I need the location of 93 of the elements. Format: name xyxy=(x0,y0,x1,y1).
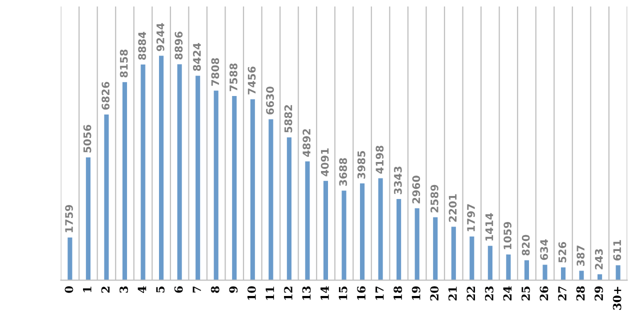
data-label: 634 xyxy=(540,239,548,260)
x-tick-label: 25 xyxy=(522,286,530,300)
x-tick-label: 4 xyxy=(138,286,146,293)
data-label: 6630 xyxy=(266,86,274,114)
data-label: 611 xyxy=(613,240,622,260)
bar xyxy=(286,137,292,280)
data-label: 820 xyxy=(522,234,530,256)
x-tick-label: 30+ xyxy=(612,286,622,310)
bar xyxy=(122,82,128,280)
bar xyxy=(360,183,365,280)
x-tick-label: 11 xyxy=(266,286,274,300)
data-label: 7456 xyxy=(248,66,256,94)
x-tick-label: 13 xyxy=(302,286,311,300)
data-label: 9244 xyxy=(156,23,164,52)
bar xyxy=(451,226,456,280)
bar xyxy=(488,246,492,280)
data-label: 8884 xyxy=(138,32,146,60)
bar xyxy=(616,265,620,280)
x-tick-label: 3 xyxy=(120,286,128,293)
data-label: 2589 xyxy=(430,184,438,212)
x-tick-label: 20 xyxy=(430,286,439,300)
bar xyxy=(433,217,438,280)
bar xyxy=(196,76,200,280)
bar xyxy=(414,208,420,280)
bar xyxy=(177,64,182,280)
x-tick-label: 28 xyxy=(576,286,585,300)
data-label: 8158 xyxy=(120,50,128,78)
x-tick-label: 19 xyxy=(412,286,420,300)
x-tick-label: 9 xyxy=(229,286,238,293)
data-label: 8424 xyxy=(192,43,201,71)
bar xyxy=(159,56,164,280)
x-tick-label: 10 xyxy=(247,286,256,300)
bar xyxy=(560,267,566,280)
x-tick-label: 1 xyxy=(83,286,92,292)
bar xyxy=(598,274,602,280)
x-tick-label: 15 xyxy=(338,286,348,300)
bar xyxy=(86,157,90,280)
x-tick-label: 6 xyxy=(174,286,183,293)
x-tick-label: 22 xyxy=(466,286,475,300)
x-tick-label: 23 xyxy=(484,286,494,300)
data-label: 3343 xyxy=(394,166,402,194)
data-label: 7808 xyxy=(211,58,220,86)
data-label: 8896 xyxy=(174,32,183,60)
bar xyxy=(470,236,474,280)
data-label: 526 xyxy=(558,242,566,262)
bar xyxy=(104,114,109,280)
x-tick-label: 5 xyxy=(156,286,165,293)
data-label: 1797 xyxy=(467,204,475,232)
x-tick-label: 14 xyxy=(320,286,329,300)
data-label: 243 xyxy=(594,249,603,270)
data-label: 6826 xyxy=(102,82,110,110)
x-tick-label: 7 xyxy=(192,286,201,293)
bar xyxy=(579,270,584,280)
data-label: 2960 xyxy=(412,176,420,204)
bar xyxy=(250,99,255,280)
x-tick-label: 27 xyxy=(558,286,566,300)
x-tick-label: 18 xyxy=(394,286,402,300)
x-tick-label: 24 xyxy=(503,286,512,300)
data-label: 1059 xyxy=(504,222,512,250)
bar xyxy=(542,264,548,280)
data-label: 2201 xyxy=(448,194,457,222)
bar xyxy=(214,90,218,280)
x-tick-label: 29 xyxy=(594,286,604,300)
bar xyxy=(232,96,237,280)
data-label: 4892 xyxy=(302,129,310,157)
bar xyxy=(342,190,346,280)
data-label: 4091 xyxy=(320,148,329,176)
x-tick-label: 26 xyxy=(540,286,548,300)
x-tick-label: 0 xyxy=(64,286,74,293)
bar xyxy=(268,119,274,280)
bar xyxy=(68,237,72,280)
x-tick-label: 12 xyxy=(284,286,292,300)
bar xyxy=(396,199,402,280)
x-tick-label: 2 xyxy=(101,286,110,293)
data-label: 4198 xyxy=(376,146,384,174)
bar xyxy=(524,260,529,280)
data-label: 1759 xyxy=(65,204,73,232)
bar xyxy=(378,178,383,280)
x-tick-label: 16 xyxy=(357,286,366,300)
data-label: 3688 xyxy=(339,158,348,186)
data-label: 5882 xyxy=(284,105,292,132)
x-tick-label: 8 xyxy=(210,286,220,293)
data-label: 1414 xyxy=(485,213,494,240)
data-label: 387 xyxy=(576,246,585,266)
x-tick-label: 17 xyxy=(375,286,384,300)
data-label: 3985 xyxy=(357,150,366,179)
bar xyxy=(305,161,310,280)
data-label: 5056 xyxy=(83,124,92,152)
bar xyxy=(506,254,511,280)
bar xyxy=(323,180,328,280)
x-tick-label: 21 xyxy=(448,286,457,300)
data-label: 7588 xyxy=(230,63,238,92)
bar xyxy=(140,64,146,280)
